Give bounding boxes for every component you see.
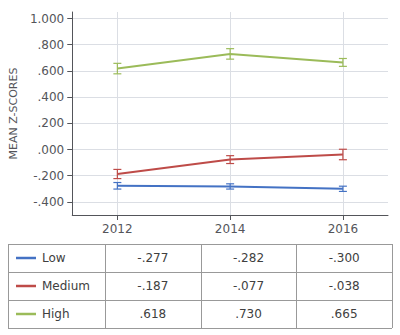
svg-text:Medium: Medium [42,279,90,293]
svg-text:-.077: -.077 [233,279,264,293]
svg-text:-.277: -.277 [137,251,168,265]
svg-text:.665: .665 [331,307,358,321]
svg-text:.800: .800 [38,38,65,52]
svg-text:.400: .400 [38,90,65,104]
svg-text:2012: 2012 [102,222,133,236]
svg-text:-.282: -.282 [233,251,264,265]
svg-text:.000: .000 [38,143,65,157]
svg-text:-.038: -.038 [329,279,360,293]
svg-text:-.187: -.187 [137,279,168,293]
svg-text:2014: 2014 [215,222,246,236]
svg-text:.600: .600 [38,64,65,78]
svg-text:-.200: -.200 [33,169,64,183]
svg-text:-.300: -.300 [329,251,360,265]
svg-text:MEAN Z-SCORES: MEAN Z-SCORES [7,68,20,160]
svg-text:.618: .618 [139,307,166,321]
svg-text:High: High [42,307,70,321]
svg-text:.200: .200 [38,116,65,130]
svg-text:1.000: 1.000 [30,12,64,26]
svg-text:-.400: -.400 [33,195,64,209]
svg-text:Low: Low [42,251,66,265]
svg-text:2016: 2016 [328,222,359,236]
svg-text:.730: .730 [235,307,262,321]
